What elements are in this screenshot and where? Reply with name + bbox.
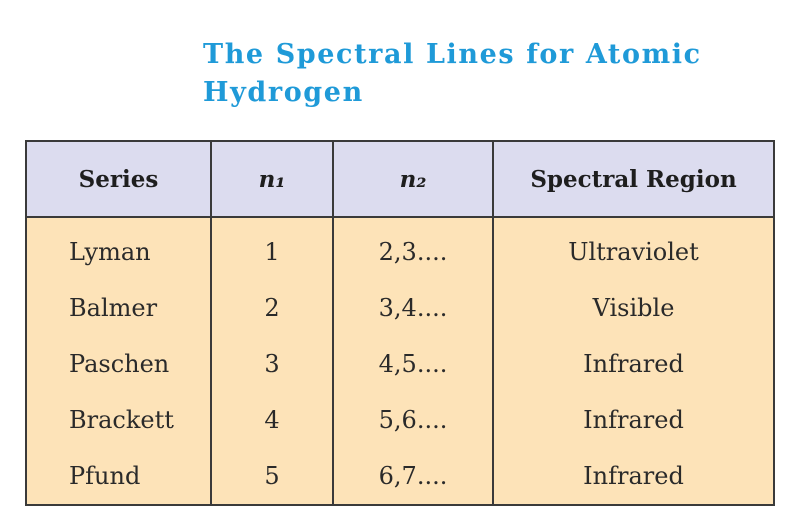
table-cell: Paschen xyxy=(25,336,212,392)
table-cell: 2 xyxy=(210,280,334,336)
table-cell: Ultraviolet xyxy=(492,217,775,280)
table-cell: 3,4.... xyxy=(332,280,494,336)
table-title: The Spectral Lines for Atomic Hydrogen xyxy=(203,39,702,108)
table-cell: 5,6.... xyxy=(332,392,494,448)
table-row: Paschen 3 4,5.... Infrared xyxy=(25,336,775,392)
table-cell: 2,3.... xyxy=(332,217,494,280)
table-cell: 4,5.... xyxy=(332,336,494,392)
table-header: Series n₁ n₂ Spectral Region xyxy=(25,140,775,218)
table-row: Brackett 4 5,6.... Infrared xyxy=(25,392,775,448)
header-row: Series n₁ n₂ Spectral Region xyxy=(25,140,775,218)
column-header: Series xyxy=(25,140,212,218)
table-cell: Balmer xyxy=(25,280,212,336)
table-cell: 1 xyxy=(210,217,334,280)
table-cell: 5 xyxy=(210,448,334,505)
table-cell: Pfund xyxy=(25,448,212,505)
table-cell: Infrared xyxy=(492,392,775,448)
table-cell: Lyman xyxy=(25,217,212,280)
table-cell: Infrared xyxy=(492,448,775,505)
table-cell: Infrared xyxy=(492,336,775,392)
table-row: Lyman 1 2,3.... Ultraviolet xyxy=(25,217,775,280)
table-cell: Brackett xyxy=(25,392,212,448)
table-cell: 6,7.... xyxy=(332,448,494,505)
table-cell: 3 xyxy=(210,336,334,392)
table-cell: 4 xyxy=(210,392,334,448)
column-header: n₁ xyxy=(210,140,334,218)
spectral-table: Series n₁ n₂ Spectral Region Lyman 1 2,3.... U… xyxy=(25,140,775,506)
table-row: Balmer 2 3,4.... Visible xyxy=(25,280,775,336)
column-header: n₂ xyxy=(332,140,494,218)
table-row: Pfund 5 6,7.... Infrared xyxy=(25,448,775,505)
table-cell: Visible xyxy=(492,280,775,336)
column-header: Spectral Region xyxy=(492,140,775,218)
table-body: Lyman 1 2,3.... Ultraviolet Balmer 2 3,4.... Vi… xyxy=(25,217,775,505)
